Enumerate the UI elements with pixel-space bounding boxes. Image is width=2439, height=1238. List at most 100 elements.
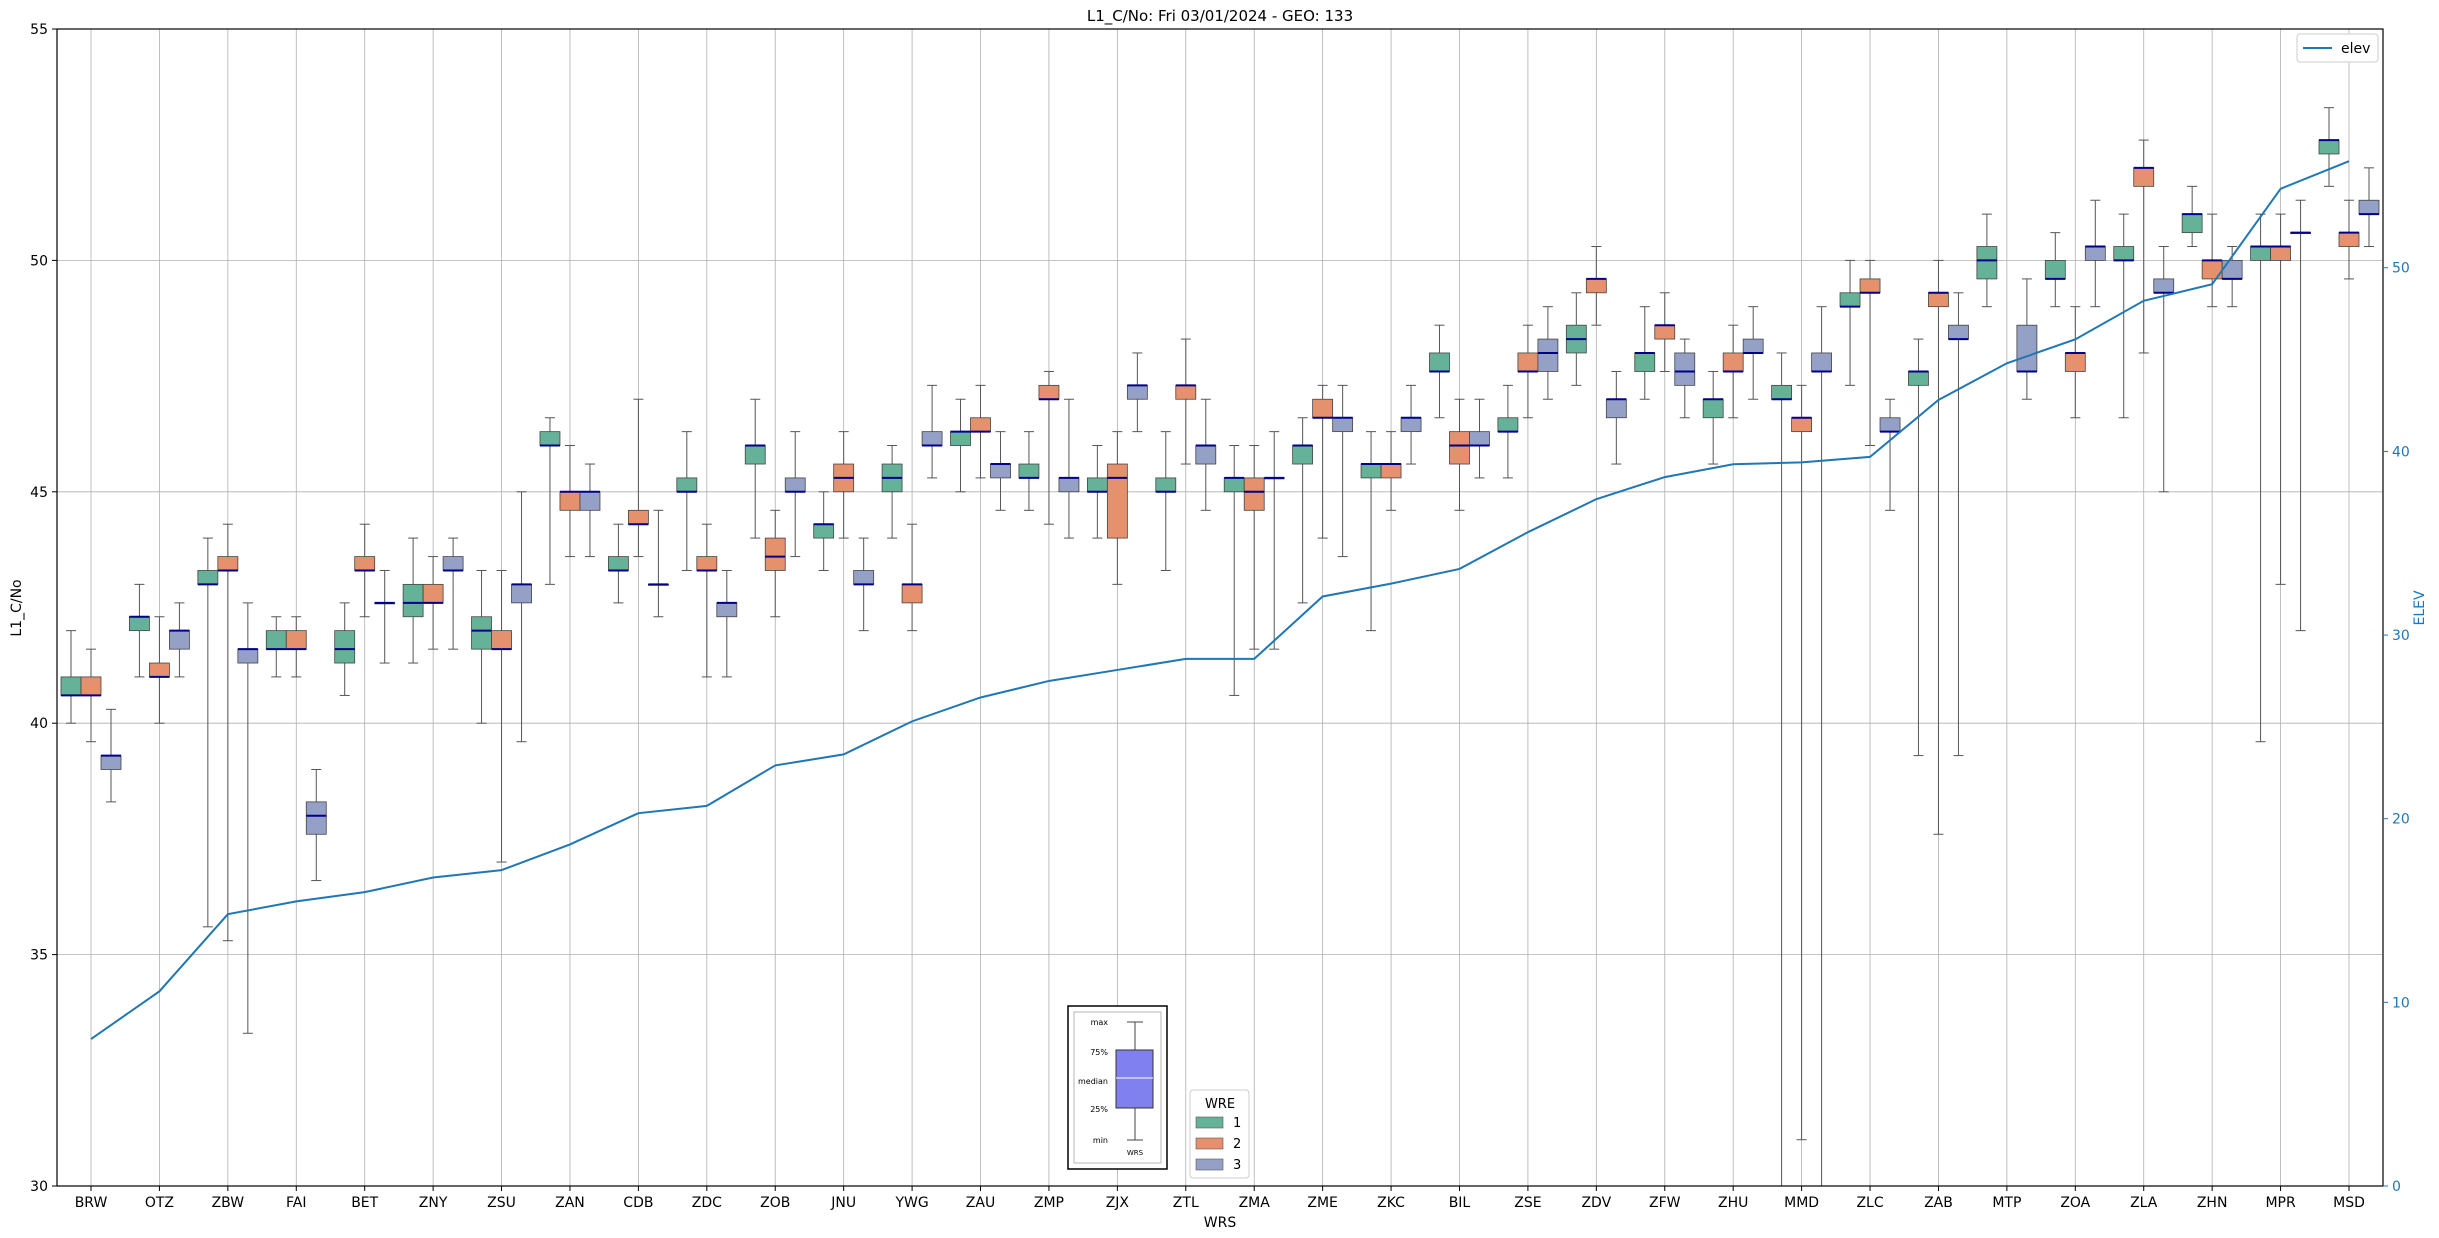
box-wre-3 <box>1400 417 1422 433</box>
y-tick-label: 50 <box>30 253 48 269</box>
boxplot-key-inset: max 75% median 25% min WRS <box>1067 1005 1168 1170</box>
box-wre-1 <box>1702 398 1724 419</box>
box-wre-2 <box>1106 463 1128 539</box>
box-wre-2 <box>1859 278 1881 294</box>
box-wre-2 <box>1243 477 1265 511</box>
box-wre-3 <box>1811 352 1833 372</box>
y-tick-label: 40 <box>30 716 48 732</box>
wre-legend-label-1: 1 <box>1233 1116 1241 1131</box>
x-tick-label: ZMP <box>1034 1195 1064 1211</box>
wre-legend-swatch-2 <box>1195 1137 1224 1150</box>
y2-tick-label: 0 <box>2392 1179 2401 1195</box>
box-wre-3 <box>1469 431 1490 446</box>
box-wre-1 <box>1155 477 1177 493</box>
y2-tick-label: 50 <box>2392 261 2410 277</box>
x-tick-label: BET <box>351 1195 378 1211</box>
x-tick-label: ZDC <box>692 1195 722 1211</box>
box-wre-2 <box>2338 232 2360 247</box>
box-wre-3 <box>100 755 122 770</box>
x-tick-label: ZJX <box>1106 1195 1130 1211</box>
elev-line <box>90 160 2350 1040</box>
box-wre-3 <box>511 583 532 604</box>
box-wre-3 <box>1674 352 1696 386</box>
box-wre-2 <box>1517 352 1539 372</box>
x-tick-label: OTZ <box>145 1195 174 1211</box>
box-wre-2 <box>559 491 581 511</box>
elev-legend-label: elev <box>2341 41 2370 57</box>
y-axis-label: L1_C/No <box>9 579 25 636</box>
box-wre-2 <box>149 662 170 678</box>
box-wre-3 <box>579 491 601 511</box>
box-wre-1 <box>676 477 698 493</box>
box-wre-2 <box>1038 384 1060 400</box>
plot-frame <box>56 28 2384 1187</box>
x-tick-label: ZSU <box>487 1195 516 1211</box>
box-wre-2 <box>354 556 376 571</box>
x-tick-label: ZAN <box>555 1195 585 1211</box>
box-wre-1 <box>265 630 287 650</box>
box-wre-2 <box>2133 167 2155 187</box>
box-wre-1 <box>1771 384 1793 400</box>
y2-tick-label: 20 <box>2392 812 2410 828</box>
x-tick-label: BIL <box>1449 1195 1471 1211</box>
box-wre-2 <box>1380 463 1402 479</box>
x-tick-label: ZFW <box>1649 1195 1681 1211</box>
x-tick-label: YWG <box>894 1195 928 1211</box>
box-wre-1 <box>1360 463 1382 479</box>
box-wre-1 <box>1497 417 1519 433</box>
box-wre-3 <box>442 556 464 571</box>
box-wre-1 <box>1292 445 1314 465</box>
box-wre-1 <box>1908 371 1929 386</box>
box-wre-2 <box>491 630 512 650</box>
box-wre-2 <box>764 537 786 571</box>
box-wre-3 <box>169 630 190 650</box>
box-wre-2 <box>1722 352 1744 372</box>
box-wre-1 <box>471 616 492 650</box>
box-wre-1 <box>402 583 424 618</box>
box-wre-3 <box>237 648 259 664</box>
inset-label-q1: 25% <box>1090 1105 1108 1114</box>
y-tick-label: 35 <box>30 948 48 964</box>
box-wre-1 <box>1976 246 1998 280</box>
elev-legend: elev <box>2296 33 2379 63</box>
wre-legend-frame <box>1189 1089 1250 1179</box>
box-wre-1 <box>1429 352 1450 372</box>
x-tick-label: ZHN <box>2197 1195 2228 1211</box>
box-wre-1 <box>2044 259 2066 280</box>
y-tick-label: 55 <box>30 22 48 38</box>
box-wre-3 <box>990 463 1011 479</box>
box-wre-2 <box>627 509 649 525</box>
x-tick-label: ZAU <box>966 1195 995 1211</box>
box-wre-1 <box>2250 246 2271 261</box>
x-tick-label: MPR <box>2265 1195 2296 1211</box>
x-tick-label: MTP <box>1992 1195 2021 1211</box>
inset-label-min: min <box>1093 1136 1108 1145</box>
box-wre-1 <box>607 556 629 571</box>
box-wre-1 <box>813 523 835 539</box>
x-tick-label: ZKC <box>1377 1195 1405 1211</box>
x-tick-label: ZHU <box>1718 1195 1748 1211</box>
inset-label-wrs: WRS <box>1127 1149 1144 1157</box>
box-wre-1 <box>1839 292 1861 308</box>
box-wre-3 <box>1332 417 1354 433</box>
box-wre-2 <box>901 583 923 604</box>
elev-legend-frame <box>2296 33 2379 63</box>
y-tick-label: 30 <box>30 1179 48 1195</box>
x-axis-label: WRS <box>1204 1215 1237 1231</box>
inset-label-max: max <box>1091 1018 1109 1027</box>
y2-axis-label: ELEV <box>2412 590 2428 625</box>
inset-inner-frame <box>1073 1011 1162 1164</box>
box-wre-2 <box>2064 352 2086 372</box>
x-tick-label: JNU <box>830 1195 856 1211</box>
y2-tick-label: 40 <box>2392 444 2410 460</box>
x-tick-label: ZAB <box>1924 1195 1953 1211</box>
y-tick-label: 45 <box>30 485 48 501</box>
box-wre-3 <box>2084 246 2106 261</box>
box-wre-1 <box>334 630 356 664</box>
x-tick-label: ZLC <box>1856 1195 1883 1211</box>
box-wre-3 <box>1126 384 1148 400</box>
x-tick-label: ZOA <box>2060 1195 2090 1211</box>
box-wre-1 <box>1634 352 1656 372</box>
